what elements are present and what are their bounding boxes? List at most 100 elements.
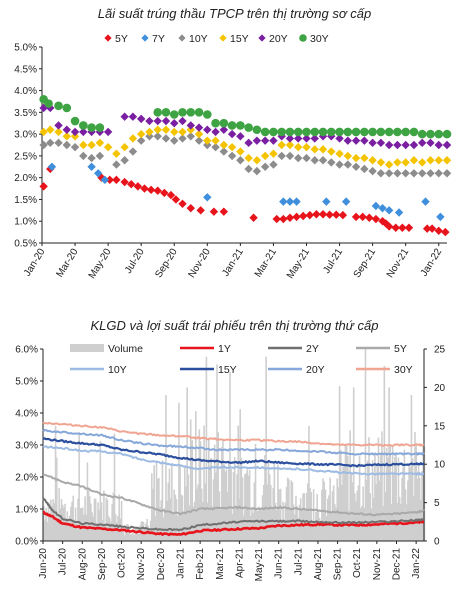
chart1-point — [178, 116, 187, 126]
chart2-volume-bar — [94, 498, 97, 541]
chart1-point — [44, 99, 53, 108]
chart2-volume-bar — [246, 469, 249, 541]
chart1-point — [305, 210, 314, 220]
chart1-point — [318, 127, 328, 137]
chart1-point — [378, 203, 387, 213]
chart2-volume-bar — [173, 489, 176, 541]
chart2-volume-bar — [288, 479, 290, 541]
chart1-point — [293, 127, 303, 137]
chart2-volume-bar — [79, 508, 82, 541]
chart1-point — [227, 121, 237, 130]
chart1-point — [133, 182, 143, 191]
chart2-volume-bar — [291, 482, 294, 541]
chart2-volume-bar — [415, 444, 417, 541]
chart2-y-left-tick-label: 1.0% — [15, 505, 38, 516]
chart2-volume-bar — [99, 441, 102, 541]
chart1-point — [269, 127, 278, 137]
chart1-point — [87, 153, 96, 163]
chart1-point — [368, 127, 377, 137]
chart1-point — [393, 140, 402, 150]
chart1-point — [128, 147, 138, 156]
chart2-volume-bar — [418, 477, 421, 541]
chart2-legend-label: 10Y — [108, 364, 127, 376]
chart2-volume-bar — [66, 511, 69, 541]
chart2-x-tick-label: Mar-21 — [215, 548, 226, 580]
chart2-volume-bar — [202, 501, 204, 541]
chart2-volume-bar — [57, 520, 59, 541]
chart2-volume-bar — [190, 441, 192, 541]
chart2-legend-label: 2Y — [306, 343, 319, 355]
chart2-volume-bar — [241, 477, 244, 541]
chart2-volume-bar — [371, 460, 374, 541]
chart1-point — [170, 127, 179, 137]
chart1-legend-marker — [299, 34, 307, 42]
chart1-point — [285, 140, 295, 150]
chart2-volume-bar — [141, 521, 144, 541]
chart2-volume-bar — [421, 471, 423, 541]
chart2-volume-bar — [148, 528, 151, 541]
chart1-point — [302, 153, 311, 163]
chart2-legend-label: 30Y — [394, 364, 413, 376]
chart1-point — [112, 149, 121, 158]
chart2-volume-bar — [257, 511, 259, 541]
chart2-volume-bar — [261, 495, 264, 541]
chart1-point — [62, 132, 71, 141]
chart1-point — [127, 180, 136, 189]
chart2-volume-bar — [52, 499, 55, 541]
chart2-volume-bar — [337, 487, 340, 541]
chart1-point — [103, 127, 113, 137]
chart1-point — [244, 138, 253, 148]
chart1-point — [161, 134, 171, 143]
chart1-point — [160, 188, 169, 198]
chart1-point — [376, 138, 386, 148]
chart1-point — [335, 127, 344, 137]
chart2-x-tick-label: Feb-21 — [195, 548, 206, 580]
chart1-point — [62, 140, 71, 150]
chart1-point — [371, 214, 381, 224]
chart2-volume-bar — [64, 503, 66, 541]
chart2-legend-label: 20Y — [306, 364, 325, 376]
chart1-point — [186, 132, 195, 141]
chart2-y-right-tick-label: 15 — [434, 421, 446, 432]
chart2-volume-bar — [149, 520, 152, 541]
chart2-volume-bar — [160, 500, 163, 541]
chart2-volume-bar — [50, 499, 52, 541]
chart2-x-tick-label: Jun-20 — [38, 548, 49, 579]
chart1-point — [209, 207, 219, 216]
chart2-y-left-tick-label: 6.0% — [15, 345, 38, 356]
chart2-volume-bar — [127, 524, 130, 541]
chart1-point — [105, 175, 114, 185]
chart2-volume-bar — [290, 480, 293, 541]
chart1-point — [252, 156, 262, 165]
chart1-point — [318, 156, 328, 165]
chart1-point — [236, 156, 245, 165]
chart2-volume-bar — [121, 529, 124, 541]
chart2-volume-bar — [88, 496, 91, 541]
chart1-point — [70, 127, 80, 137]
chart1-point — [120, 177, 129, 187]
chart2-x-tick-label: Sep-20 — [97, 548, 108, 581]
chart1-point — [252, 166, 262, 176]
chart1-point — [318, 145, 328, 154]
chart1-y-tick-label: 5.0% — [14, 43, 37, 54]
chart1-point — [426, 156, 435, 165]
chart2-volume-bar — [46, 521, 49, 541]
chart1-point — [79, 121, 88, 130]
chart2-volume-bar — [295, 495, 297, 541]
chart2-volume-bar — [188, 505, 191, 541]
chart1-point — [171, 195, 181, 204]
chart1-point — [87, 123, 96, 132]
chart2-volume-bar — [123, 535, 126, 541]
chart1-point — [260, 162, 270, 171]
chart1-point — [351, 153, 361, 163]
chart2-volume-bar — [312, 489, 315, 541]
chart2-x-tick-label: Dec-21 — [392, 548, 403, 581]
chart2-line-15Y — [42, 437, 425, 468]
chart2-volume-bar — [106, 499, 109, 541]
chart2-volume-bar — [126, 524, 128, 541]
chart1-point — [384, 140, 394, 150]
chart2-volume-bar — [403, 449, 406, 541]
chart2-volume-bar — [155, 460, 158, 541]
chart2-y-right-tick-label: 0 — [434, 537, 440, 548]
chart2-volume-bar — [231, 514, 234, 541]
